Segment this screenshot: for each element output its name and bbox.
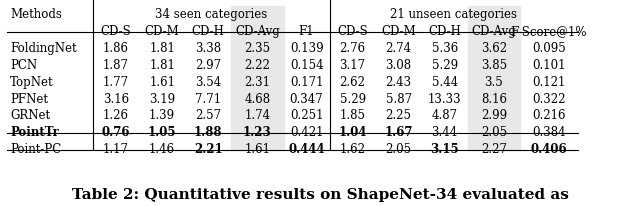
Text: FoldingNet: FoldingNet (10, 42, 77, 55)
Text: 0.121: 0.121 (532, 76, 566, 89)
Text: 0.216: 0.216 (532, 109, 566, 123)
Text: 3.85: 3.85 (481, 59, 507, 72)
Text: 4.87: 4.87 (431, 109, 458, 123)
Text: 2.99: 2.99 (481, 109, 507, 123)
Text: 13.33: 13.33 (428, 92, 461, 106)
Text: 0.154: 0.154 (290, 59, 323, 72)
Text: F-Score@1%: F-Score@1% (511, 25, 587, 38)
Text: 1.81: 1.81 (149, 59, 175, 72)
Text: 4.68: 4.68 (244, 92, 271, 106)
Text: 2.25: 2.25 (386, 109, 412, 123)
Text: 34 seen categories: 34 seen categories (156, 8, 268, 21)
Text: 0.322: 0.322 (532, 92, 566, 106)
Text: 3.08: 3.08 (385, 59, 412, 72)
Text: 0.101: 0.101 (532, 59, 566, 72)
Text: 2.21: 2.21 (194, 143, 223, 156)
Text: 1.85: 1.85 (340, 109, 365, 123)
Text: 1.67: 1.67 (385, 126, 413, 139)
Text: Point-PC: Point-PC (10, 143, 61, 156)
Text: 3.19: 3.19 (149, 92, 175, 106)
Text: 5.44: 5.44 (431, 76, 458, 89)
Text: 8.16: 8.16 (481, 92, 507, 106)
Text: 0.444: 0.444 (288, 143, 325, 156)
Text: F1: F1 (299, 25, 314, 38)
Text: 3.16: 3.16 (103, 92, 129, 106)
Text: CD-H: CD-H (428, 25, 461, 38)
Text: 0.347: 0.347 (290, 92, 323, 106)
Text: 1.86: 1.86 (103, 42, 129, 55)
Text: 0.406: 0.406 (531, 143, 567, 156)
Text: 1.05: 1.05 (148, 126, 177, 139)
Text: 3.62: 3.62 (481, 42, 507, 55)
Text: 2.31: 2.31 (244, 76, 270, 89)
Text: 3.15: 3.15 (430, 143, 459, 156)
Text: 2.57: 2.57 (195, 109, 221, 123)
Text: 0.251: 0.251 (290, 109, 323, 123)
Text: 3.44: 3.44 (431, 126, 458, 139)
Text: 0.095: 0.095 (532, 42, 566, 55)
Text: 5.36: 5.36 (431, 42, 458, 55)
Bar (231, 6, 284, 150)
Text: CD-S: CD-S (100, 25, 131, 38)
Text: 3.54: 3.54 (195, 76, 221, 89)
Text: 3.38: 3.38 (195, 42, 221, 55)
Text: PCN: PCN (10, 59, 37, 72)
Text: 1.87: 1.87 (103, 59, 129, 72)
Text: CD-Avg: CD-Avg (472, 25, 516, 38)
Text: 1.04: 1.04 (339, 126, 367, 139)
Text: CD-M: CD-M (145, 25, 179, 38)
Text: 5.87: 5.87 (385, 92, 412, 106)
Text: 1.39: 1.39 (149, 109, 175, 123)
Text: 5.29: 5.29 (431, 59, 458, 72)
Text: 2.22: 2.22 (244, 59, 270, 72)
Text: 2.62: 2.62 (340, 76, 365, 89)
Text: TopNet: TopNet (10, 76, 54, 89)
Text: PFNet: PFNet (10, 92, 48, 106)
Text: 1.46: 1.46 (149, 143, 175, 156)
Text: 2.97: 2.97 (195, 59, 221, 72)
Text: 2.27: 2.27 (481, 143, 507, 156)
Text: 7.71: 7.71 (195, 92, 221, 106)
Text: Table 2: Quantitative results on ShapeNet-34 evaluated as: Table 2: Quantitative results on ShapeNe… (72, 188, 568, 202)
Text: 21 unseen categories: 21 unseen categories (390, 8, 517, 21)
Text: 1.23: 1.23 (243, 126, 272, 139)
Text: 1.62: 1.62 (340, 143, 365, 156)
Text: 5.29: 5.29 (340, 92, 365, 106)
Text: 1.61: 1.61 (149, 76, 175, 89)
Text: 1.26: 1.26 (103, 109, 129, 123)
Text: CD-S: CD-S (337, 25, 368, 38)
Text: 3.5: 3.5 (484, 76, 503, 89)
Text: Methods: Methods (10, 8, 62, 21)
Text: 2.05: 2.05 (481, 126, 507, 139)
Text: CD-M: CD-M (381, 25, 416, 38)
Text: 2.35: 2.35 (244, 42, 271, 55)
Text: 0.76: 0.76 (102, 126, 131, 139)
Text: 2.05: 2.05 (385, 143, 412, 156)
Text: GRNet: GRNet (10, 109, 50, 123)
Text: 0.171: 0.171 (290, 76, 323, 89)
Text: 0.139: 0.139 (290, 42, 323, 55)
Text: 1.74: 1.74 (244, 109, 271, 123)
Text: 2.76: 2.76 (340, 42, 365, 55)
Text: 1.61: 1.61 (244, 143, 270, 156)
Text: 2.43: 2.43 (385, 76, 412, 89)
Text: PointTr: PointTr (10, 126, 59, 139)
Text: CD-Avg: CD-Avg (235, 25, 280, 38)
Bar (468, 6, 520, 150)
Text: 1.88: 1.88 (194, 126, 223, 139)
Text: 0.421: 0.421 (290, 126, 323, 139)
Text: 1.17: 1.17 (103, 143, 129, 156)
Text: 2.74: 2.74 (385, 42, 412, 55)
Text: 0.384: 0.384 (532, 126, 566, 139)
Text: 1.81: 1.81 (149, 42, 175, 55)
Text: CD-H: CD-H (192, 25, 225, 38)
Text: 1.77: 1.77 (103, 76, 129, 89)
Text: 3.17: 3.17 (340, 59, 365, 72)
